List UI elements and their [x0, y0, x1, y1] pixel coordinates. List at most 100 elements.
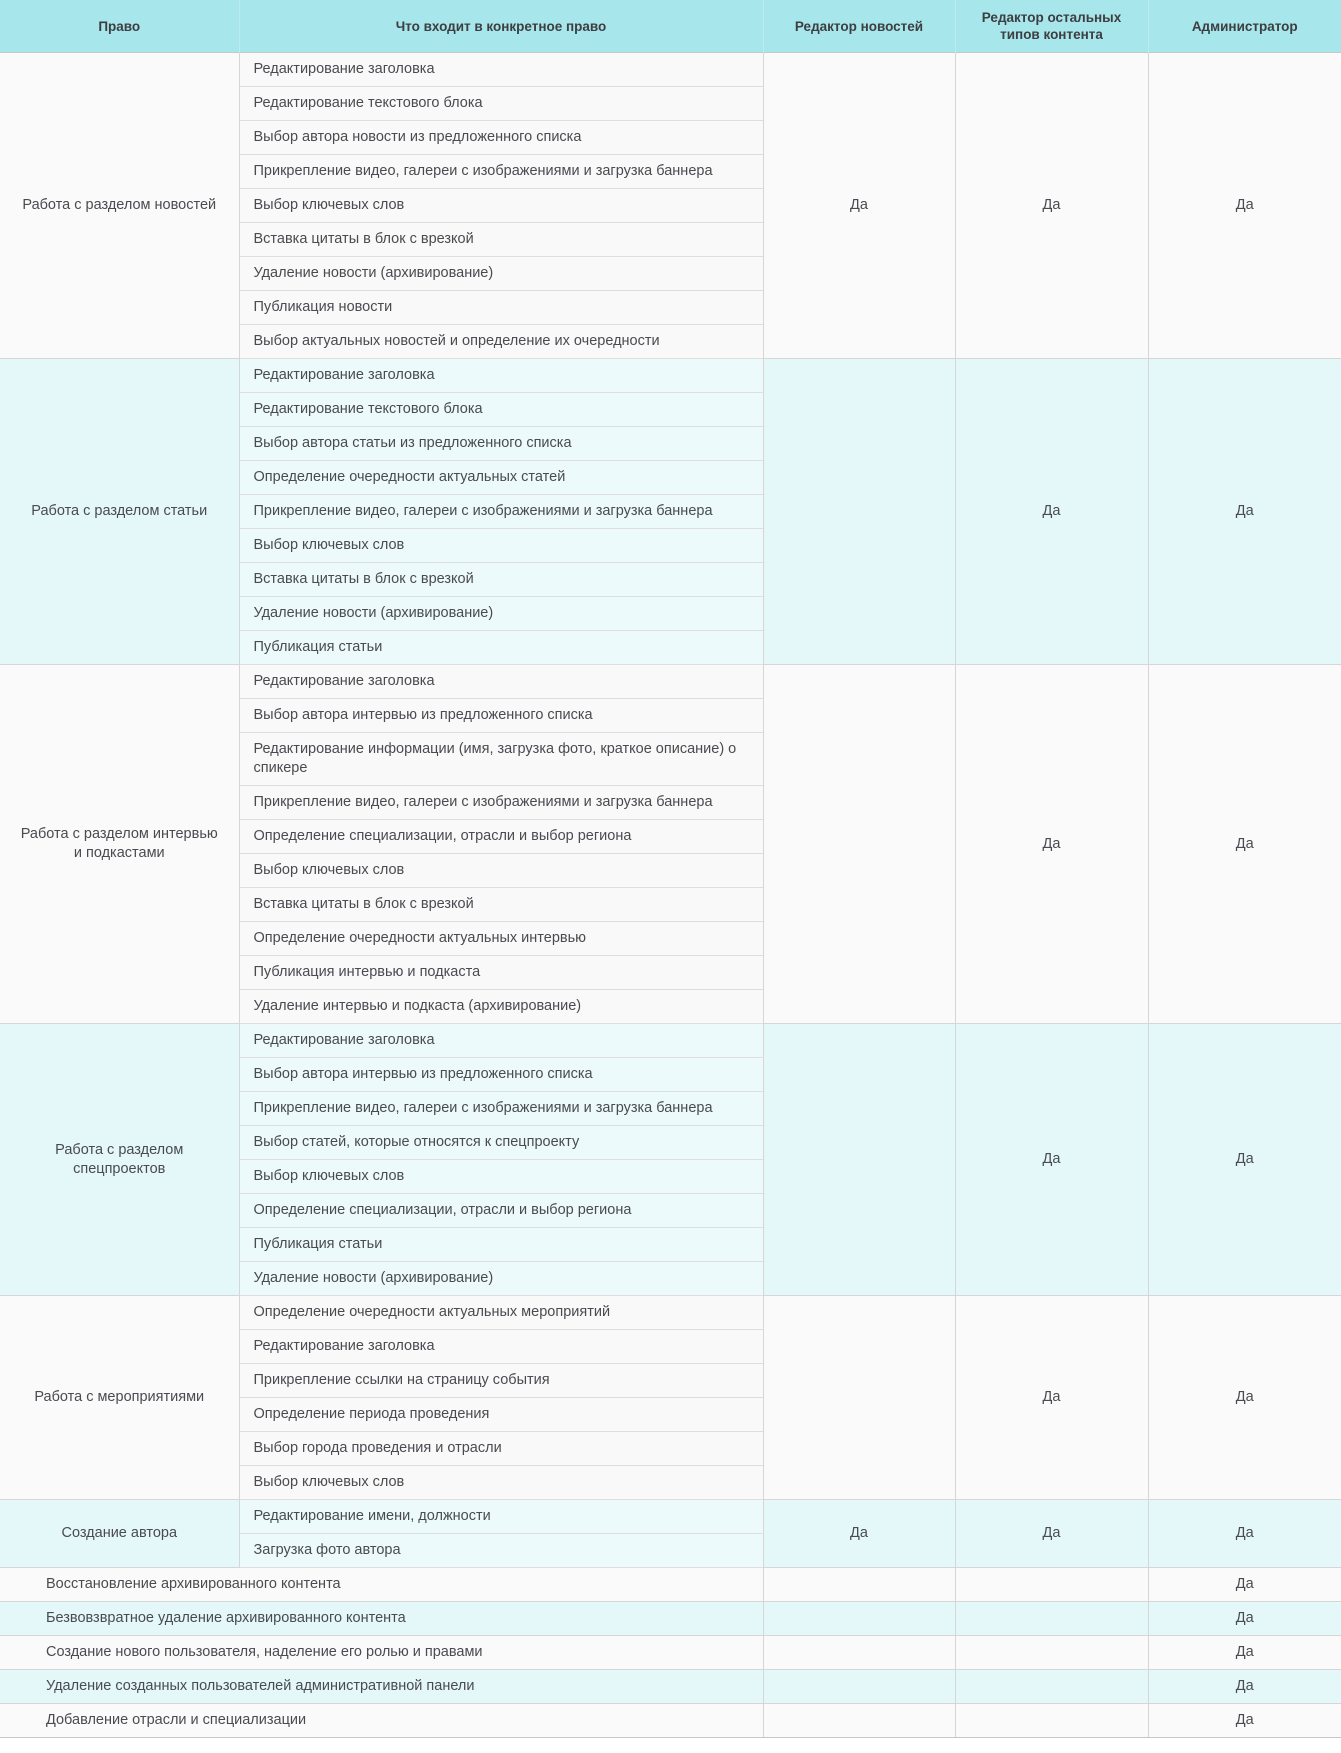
role-value-cell: Да [1147, 664, 1341, 1024]
role-value-cell [762, 1703, 956, 1738]
permission-task-cell: Определение очередности актуальных интер… [238, 921, 764, 956]
permission-single-label: Создание нового пользователя, наделение … [0, 1635, 764, 1670]
permission-task-cell: Определение очередности актуальных стате… [238, 460, 764, 495]
column-header-right-details: Что входит в конкретное право [238, 0, 763, 53]
permission-sub-row: Вставка цитаты в блок с врезкой [0, 562, 1341, 597]
permission-sub-row: Выбор статей, которые относятся к спецпр… [0, 1125, 1341, 1160]
permission-task-cell: Выбор ключевых слов [238, 188, 764, 223]
role-value-cell: Да [1147, 52, 1341, 359]
role-value-cell [762, 1601, 956, 1636]
permission-task-cell: Редактирование текстового блока [238, 86, 764, 121]
permission-single-row: Добавление отрасли и специализации Да [0, 1703, 1341, 1738]
permission-task-cell: Редактирование заголовка [238, 664, 764, 699]
role-value-cell [762, 358, 956, 665]
permission-task-cell: Редактирование заголовка [238, 1329, 764, 1364]
permission-task-cell: Удаление новости (архивирование) [238, 1261, 764, 1296]
role-value-cell [762, 1635, 956, 1670]
permission-task-cell: Определение специализации, отрасли и выб… [238, 819, 764, 854]
role-value-cell [954, 1669, 1149, 1704]
role-value-cell: Да [954, 1499, 1149, 1568]
permission-task-cell: Редактирование текстового блока [238, 392, 764, 427]
permission-sub-row: Создание автора Редактирование имени, дол… [0, 1499, 1341, 1568]
permission-sub-row: Вставка цитаты в блок с врезкой [0, 222, 1341, 257]
permission-single-row: Восстановление архивированного контента Д… [0, 1567, 1341, 1602]
permission-sub-row: Удаление новости (архивирование) [0, 1261, 1341, 1296]
permission-single-row: Безвовзвратное удаление архивированного … [0, 1601, 1341, 1636]
permission-single-row: Удаление созданных пользователей админис… [0, 1669, 1341, 1704]
column-header-right: Право [0, 0, 239, 53]
role-value-cell [954, 1703, 1149, 1738]
permission-task-cell: Прикрепление видео, галереи с изображени… [238, 494, 764, 529]
permission-group-name: Создание автора [0, 1499, 240, 1568]
permission-group-name: Работа с разделом спецпроектов [0, 1023, 240, 1296]
permission-sub-row: Определение очередности актуальных интер… [0, 921, 1341, 956]
role-value-cell: Да [1147, 1499, 1341, 1568]
permission-sub-row: Прикрепление видео, галереи с изображени… [0, 1091, 1341, 1126]
role-value-cell: Да [1147, 358, 1341, 665]
permission-task-cell: Определение периода проведения [238, 1397, 764, 1432]
permission-group-name: Работа с разделом статьи [0, 358, 240, 665]
role-value-cell: Да [762, 52, 956, 359]
permission-sub-row: Работа с разделом спецпроектов Редактиров… [0, 1023, 1341, 1296]
role-value-cell [954, 1567, 1149, 1602]
role-value-cell [762, 1295, 956, 1500]
role-value-cell: Да [954, 664, 1149, 1024]
permission-task-cell: Публикация интервью и подкаста [238, 955, 764, 990]
permission-task-cell: Прикрепление видео, галереи с изображени… [238, 785, 764, 820]
permission-task-cell: Редактирование заголовка [238, 358, 764, 393]
role-value-cell: Да [954, 1295, 1149, 1500]
role-value-cell: Да [954, 1023, 1149, 1296]
column-header-news-editor: Редактор новостей [762, 0, 955, 53]
permission-sub-row: Определение очередности актуальных стате… [0, 460, 1341, 495]
role-value-cell: Да [1147, 1703, 1341, 1738]
permission-sub-row: Публикация статьи [0, 630, 1341, 665]
permission-group-name: Работа с разделом новостей [0, 52, 240, 359]
permission-sub-row: Удаление новости (архивирование) [0, 256, 1341, 291]
permission-sub-row: Прикрепление видео, галереи с изображени… [0, 785, 1341, 820]
permission-sub-row: Редактирование информации (имя, загрузка… [0, 732, 1341, 786]
permission-sub-row: Выбор автора интервью из предложенного с… [0, 1057, 1341, 1092]
permission-task-cell: Выбор автора статьи из предложенного спи… [238, 426, 764, 461]
role-value-cell: Да [954, 358, 1149, 665]
permission-task-cell: Выбор ключевых слов [238, 528, 764, 563]
permission-sub-row: Работа с разделом новостей Редактирование… [0, 52, 1341, 359]
role-value-cell [954, 1635, 1149, 1670]
permission-single-label: Восстановление архивированного контента [0, 1567, 764, 1602]
permission-sub-row: Работа с мероприятиями Определение очеред… [0, 1295, 1341, 1500]
role-value-cell: Да [762, 1499, 956, 1568]
permission-sub-row: Работа с разделом статьи Редактирование з… [0, 358, 1341, 665]
permission-sub-row: Публикация новости [0, 290, 1341, 325]
permission-task-cell: Вставка цитаты в блок с врезкой [238, 562, 764, 597]
column-header-administrator: Администратор [1147, 0, 1341, 53]
permission-single-label: Удаление созданных пользователей админис… [0, 1669, 764, 1704]
role-value-cell [762, 1669, 956, 1704]
header-row: Право Что входит в конкретное право Реда… [0, 0, 1341, 53]
role-value-cell [762, 1023, 956, 1296]
permission-single-label: Безвовзвратное удаление архивированного … [0, 1601, 764, 1636]
permission-sub-row: Редактирование текстового блока [0, 86, 1341, 121]
permission-single-label: Добавление отрасли и специализации [0, 1703, 764, 1738]
permission-sub-row: Публикация интервью и подкаста [0, 955, 1341, 990]
permission-sub-row: Выбор автора новости из предложенного сп… [0, 120, 1341, 155]
permission-sub-row: Выбор ключевых слов [0, 1159, 1341, 1194]
permission-sub-row: Работа с разделом интервью и подкастами Р… [0, 664, 1341, 1024]
permission-task-cell: Удаление новости (архивирование) [238, 596, 764, 631]
permission-task-cell: Удаление интервью и подкаста (архивирова… [238, 989, 764, 1024]
permission-sub-row: Выбор ключевых слов [0, 188, 1341, 223]
permission-sub-row: Выбор автора статьи из предложенного спи… [0, 426, 1341, 461]
permission-sub-row: Загрузка фото автора [0, 1533, 1341, 1568]
permission-task-cell: Определение очередности актуальных мероп… [238, 1295, 764, 1330]
role-value-cell: Да [1147, 1023, 1341, 1296]
permission-task-cell: Вставка цитаты в блок с врезкой [238, 887, 764, 922]
permission-group-name: Работа с разделом интервью и подкастами [0, 664, 240, 1024]
permission-task-cell: Редактирование имени, должности [238, 1499, 764, 1534]
permission-sub-row: Выбор города проведения и отрасли [0, 1431, 1341, 1466]
permission-task-cell: Выбор ключевых слов [238, 1465, 764, 1500]
permission-task-cell: Выбор ключевых слов [238, 1159, 764, 1194]
permission-sub-row: Удаление новости (архивирование) [0, 596, 1341, 631]
permission-task-cell: Прикрепление видео, галереи с изображени… [238, 154, 764, 189]
permission-task-cell: Выбор ключевых слов [238, 853, 764, 888]
permission-task-cell: Выбор города проведения и отрасли [238, 1431, 764, 1466]
permission-sub-row: Определение специализации, отрасли и выб… [0, 819, 1341, 854]
